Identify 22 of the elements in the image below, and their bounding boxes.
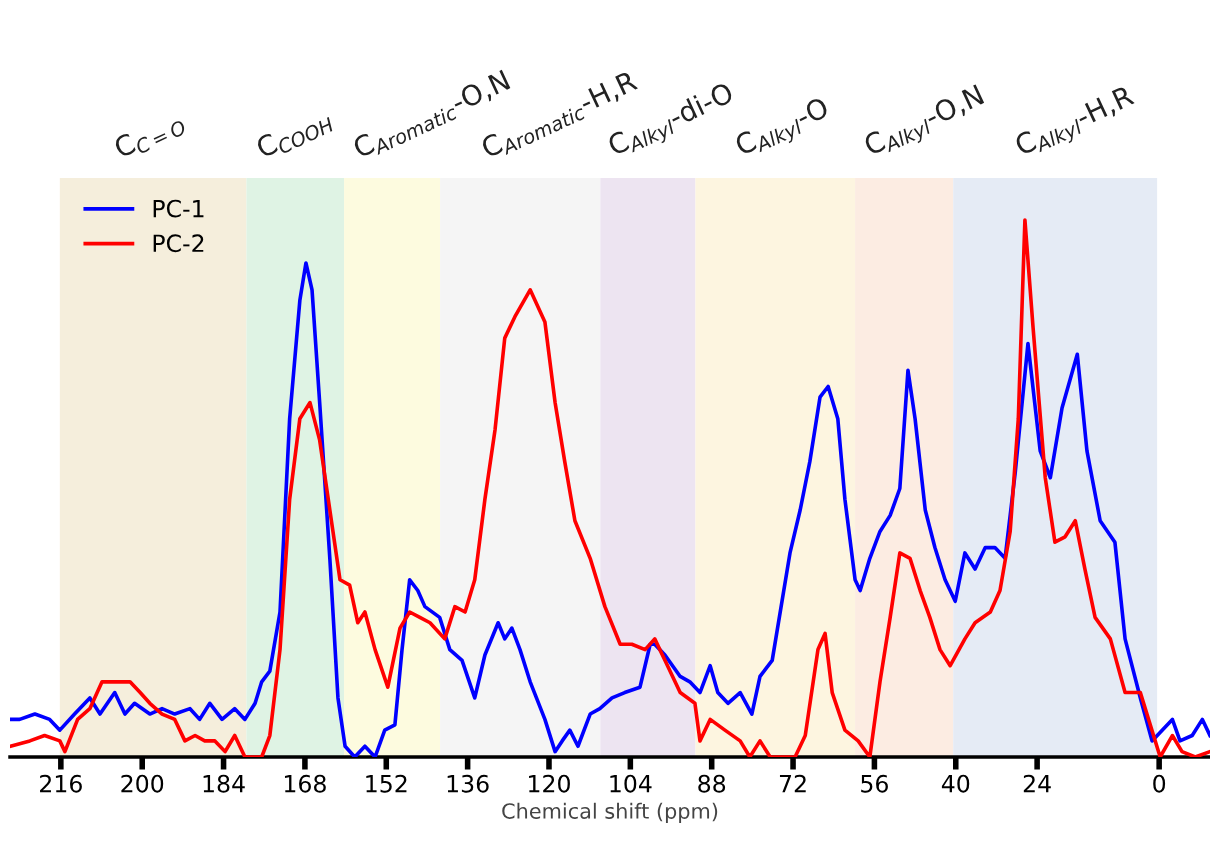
x-tick-label: 152 [366, 774, 407, 793]
x-tick-label: 200 [121, 774, 164, 793]
x-tick-label: 72 [779, 774, 806, 793]
x-tick-label: 24 [1023, 774, 1051, 793]
x-tick-label: 168 [284, 774, 326, 793]
legend-label: PC-1 [153, 199, 204, 218]
x-tick-label: 136 [447, 774, 489, 793]
band-label: C$_{Alkyl}$-O [733, 96, 834, 164]
band-label: C$_{Alkyl}$-O,N [862, 84, 988, 164]
legend-label: PC-2 [153, 234, 204, 253]
x-tick-label: 120 [529, 774, 570, 793]
band-label: C$_{COOH}$ [254, 107, 335, 163]
x-tick-label: 88 [698, 774, 726, 793]
x-tick-label: 216 [40, 774, 82, 793]
x-tick-label: 184 [203, 774, 245, 793]
x-tick-label: 104 [610, 774, 652, 793]
x-tick-label: 56 [861, 774, 888, 793]
x-tick-label: 40 [941, 774, 970, 793]
band-label: C$_{C=O}$ [112, 109, 188, 163]
x-tick-label: 0 [1153, 774, 1166, 793]
band-label: C$_{Alkyl}$-H,R [1013, 84, 1139, 164]
x-axis-title: Chemical shift (ppm) [502, 802, 718, 823]
